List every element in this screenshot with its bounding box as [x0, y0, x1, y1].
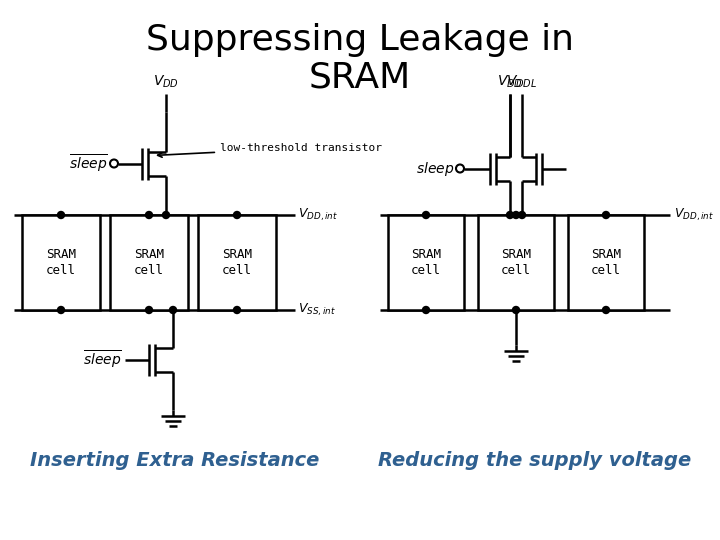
Text: cell: cell: [501, 264, 531, 277]
Circle shape: [513, 307, 520, 314]
Text: low-threshold transistor: low-threshold transistor: [158, 143, 382, 157]
Circle shape: [58, 212, 65, 219]
Text: cell: cell: [134, 264, 164, 277]
Text: $V_{SS,int}$: $V_{SS,int}$: [298, 302, 336, 318]
Text: $V_{DD,int}$: $V_{DD,int}$: [674, 207, 714, 223]
Text: Reducing the supply voltage: Reducing the supply voltage: [379, 450, 692, 469]
Text: SRAM: SRAM: [501, 248, 531, 261]
Text: cell: cell: [222, 264, 252, 277]
Text: SRAM: SRAM: [46, 248, 76, 261]
Circle shape: [506, 212, 513, 219]
Circle shape: [423, 212, 430, 219]
Circle shape: [513, 212, 520, 219]
Circle shape: [603, 212, 610, 219]
Text: Suppressing Leakage in: Suppressing Leakage in: [146, 23, 574, 57]
Text: $V_{DDL}$: $V_{DDL}$: [506, 73, 538, 90]
Text: SRAM: SRAM: [411, 248, 441, 261]
Text: $V_{DD}$: $V_{DD}$: [497, 73, 523, 90]
Circle shape: [518, 212, 526, 219]
Circle shape: [145, 212, 153, 219]
Text: $\overline{sleep}$: $\overline{sleep}$: [69, 152, 108, 174]
Text: SRAM: SRAM: [591, 248, 621, 261]
Circle shape: [423, 307, 430, 314]
Circle shape: [603, 307, 610, 314]
Text: cell: cell: [591, 264, 621, 277]
Circle shape: [163, 212, 169, 219]
Bar: [478, 215, 554, 310]
Text: Inserting Extra Resistance: Inserting Extra Resistance: [30, 450, 320, 469]
Text: cell: cell: [46, 264, 76, 277]
Bar: [198, 215, 276, 310]
Circle shape: [145, 307, 153, 314]
Text: SRAM: SRAM: [309, 61, 411, 95]
Text: $\overline{sleep}$: $\overline{sleep}$: [83, 349, 122, 371]
Bar: [22, 215, 100, 310]
Circle shape: [233, 212, 240, 219]
Text: cell: cell: [411, 264, 441, 277]
Text: SRAM: SRAM: [134, 248, 164, 261]
Circle shape: [58, 307, 65, 314]
Circle shape: [233, 307, 240, 314]
Text: $V_{DD,int}$: $V_{DD,int}$: [298, 207, 338, 223]
Circle shape: [169, 307, 176, 314]
Bar: [388, 215, 464, 310]
Text: SRAM: SRAM: [222, 248, 252, 261]
Text: $sleep$: $sleep$: [415, 159, 454, 178]
Bar: [110, 215, 188, 310]
Text: $V_{DD}$: $V_{DD}$: [153, 73, 179, 90]
Bar: [568, 215, 644, 310]
